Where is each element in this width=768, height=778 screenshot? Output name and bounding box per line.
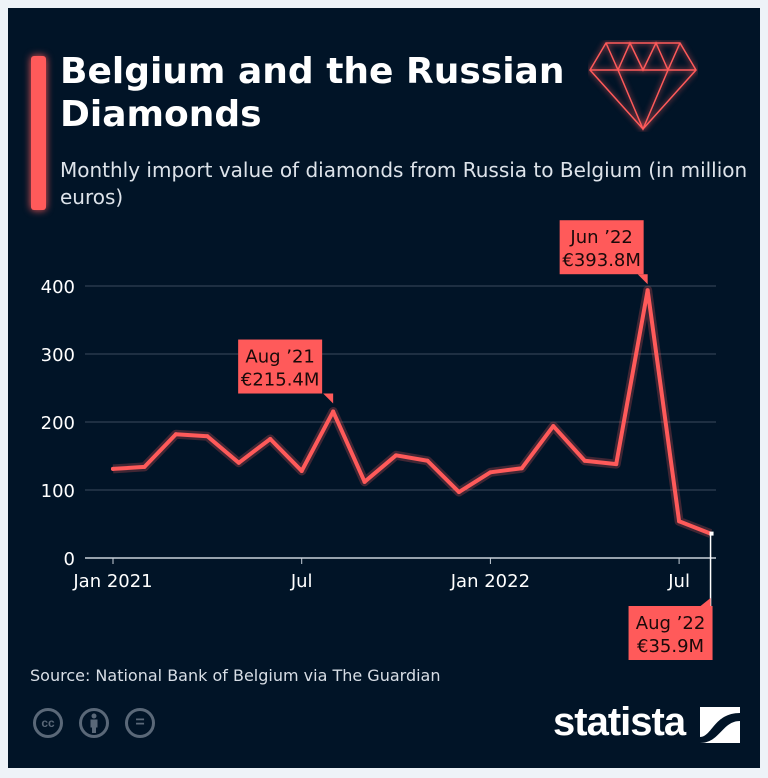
- data-point: [173, 432, 178, 437]
- nd-label: =: [135, 714, 145, 731]
- data-point: [362, 479, 367, 484]
- data-point: [677, 519, 682, 524]
- x-tick-label: Jul: [667, 571, 690, 592]
- data-point: [142, 464, 147, 469]
- x-tick-label: Jul: [290, 571, 313, 592]
- data-point: [614, 462, 619, 467]
- accent-bar: [31, 56, 46, 210]
- data-point: [519, 466, 524, 471]
- annotation-value: €215.4M: [241, 370, 320, 391]
- y-tick-label: 400: [41, 277, 75, 298]
- y-tick-label: 100: [41, 481, 75, 502]
- annotation-pointer: [323, 393, 334, 404]
- source-note: Source: National Bank of Belgium via The…: [30, 666, 441, 685]
- data-point: [268, 437, 273, 441]
- data-point: [551, 424, 556, 429]
- annotation-label: Jun ’22: [569, 227, 632, 248]
- y-tick-label: 200: [41, 413, 75, 434]
- data-point: [299, 468, 304, 473]
- series-line-glow: [112, 285, 713, 538]
- diamond-icon: [589, 41, 697, 131]
- statista-logo[interactable]: statista: [553, 700, 686, 744]
- x-tick-label: Jan 2022: [450, 571, 530, 592]
- nd-icon[interactable]: =: [125, 708, 155, 738]
- annotation-marker: [709, 531, 714, 536]
- series-line: [111, 288, 713, 536]
- data-point: [488, 470, 493, 475]
- annotation-value: €35.9M: [637, 636, 704, 657]
- data-point: [582, 458, 587, 463]
- annotation-pointer: [637, 274, 648, 285]
- data-point: [236, 460, 241, 465]
- cc-icon[interactable]: cc: [33, 708, 63, 738]
- annotation-label: Aug ’22: [636, 613, 706, 634]
- annotation-label: Aug ’21: [245, 347, 315, 368]
- data-point: [425, 458, 430, 463]
- data-point: [645, 288, 650, 293]
- y-tick-label: 300: [41, 345, 75, 366]
- annotation-box: [238, 339, 323, 394]
- annotation-pointer: [700, 598, 711, 606]
- x-tick-label: Jan 2021: [72, 571, 152, 592]
- annotation-value: €393.8M: [562, 250, 641, 271]
- data-point: [205, 434, 210, 439]
- data-point: [111, 466, 115, 471]
- chart-title: Belgium and the Russian Diamonds: [60, 51, 565, 135]
- data-point: [394, 453, 399, 458]
- chart-subtitle: Monthly import value of diamonds from Ru…: [60, 158, 748, 209]
- annotation-box: [628, 606, 713, 660]
- data-point: [456, 490, 461, 495]
- cc-label: cc: [41, 716, 55, 730]
- statista-logo-mark: [700, 707, 740, 743]
- annotation-box: [559, 220, 644, 275]
- data-point: [331, 409, 336, 414]
- y-tick-label: 0: [64, 549, 75, 570]
- by-icon[interactable]: [79, 708, 109, 738]
